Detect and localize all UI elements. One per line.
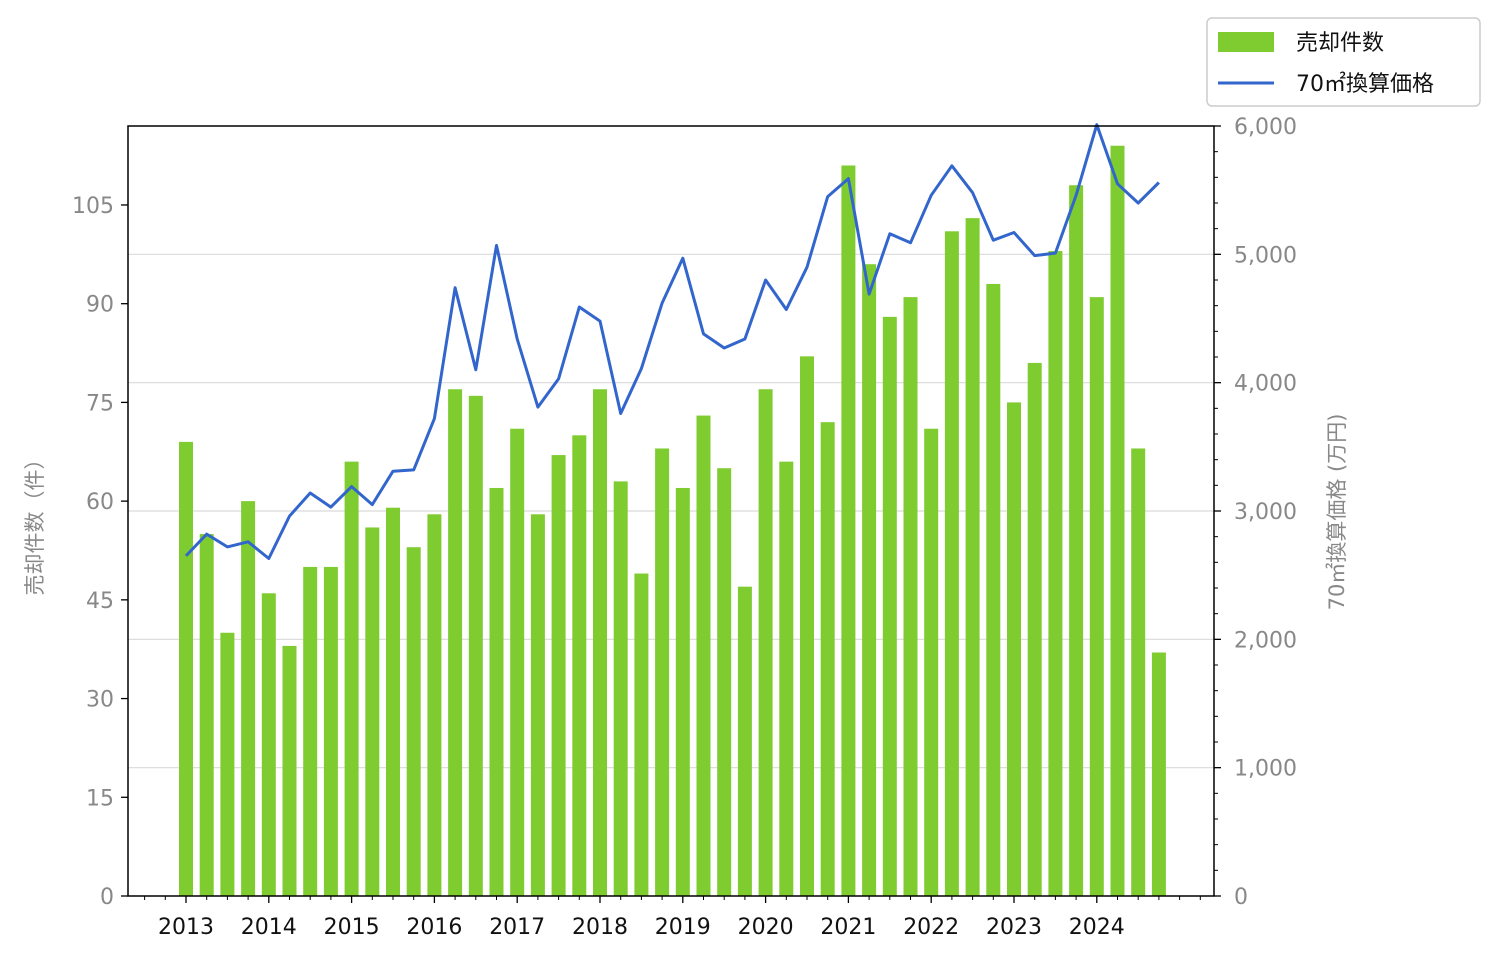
bar xyxy=(489,487,504,896)
left-tick-label: 45 xyxy=(86,589,114,614)
bar xyxy=(551,455,566,896)
bar xyxy=(1048,251,1063,897)
x-tick-label: 2020 xyxy=(738,915,794,940)
legend-line-label: 70㎡換算価格 xyxy=(1296,71,1434,97)
right-tick-label: 4,000 xyxy=(1234,372,1297,397)
right-tick-label: 0 xyxy=(1234,885,1248,910)
bar xyxy=(655,448,670,896)
bar xyxy=(448,389,463,896)
legend-bar-label: 売却件数 xyxy=(1296,31,1384,56)
legend-bar-swatch xyxy=(1218,32,1274,52)
bar xyxy=(1027,362,1042,896)
bar xyxy=(261,593,276,896)
bar xyxy=(758,389,773,896)
right-tick-label: 3,000 xyxy=(1234,500,1297,525)
right-tick-label: 6,000 xyxy=(1234,115,1297,140)
bar xyxy=(800,356,814,896)
bar xyxy=(862,264,877,896)
bar xyxy=(303,566,318,896)
bar xyxy=(944,231,959,897)
line-series-price xyxy=(184,123,1160,560)
bar xyxy=(323,566,338,896)
bar xyxy=(613,481,628,896)
bar xyxy=(220,632,235,896)
x-tick-label: 2018 xyxy=(572,915,628,940)
bar xyxy=(779,461,794,896)
bar xyxy=(841,165,856,896)
bar xyxy=(593,389,607,896)
bar-series-sales-count xyxy=(179,145,1166,897)
x-tick-label: 2015 xyxy=(324,915,380,940)
bar xyxy=(365,527,380,896)
bar xyxy=(820,422,835,896)
bar xyxy=(1007,402,1021,896)
bar xyxy=(179,441,193,896)
bar xyxy=(675,487,690,896)
bar xyxy=(986,283,1001,896)
left-tick-label: 0 xyxy=(100,885,114,910)
bar xyxy=(510,428,525,896)
left-y-axis: 0 15 30 45 60 75 90 105 xyxy=(72,194,128,910)
left-tick-label: 105 xyxy=(72,194,114,219)
legend-frame xyxy=(1206,17,1481,107)
x-tick-label: 2019 xyxy=(655,915,711,940)
bar xyxy=(572,435,587,896)
bar xyxy=(1131,448,1146,896)
bar xyxy=(717,468,732,896)
bar xyxy=(634,573,649,896)
x-tick-label: 2016 xyxy=(406,915,462,940)
left-tick-label: 30 xyxy=(86,688,114,713)
bar xyxy=(1089,297,1104,897)
bar xyxy=(530,514,545,896)
left-tick-label: 75 xyxy=(86,391,114,416)
bar xyxy=(282,645,297,896)
left-tick-label: 15 xyxy=(86,786,114,811)
price-line xyxy=(184,123,1160,560)
x-tick-label: 2017 xyxy=(489,915,545,940)
right-tick-label: 2,000 xyxy=(1234,628,1297,653)
bar xyxy=(468,395,483,896)
bar xyxy=(344,461,359,896)
bar xyxy=(737,586,752,896)
x-tick-label: 2022 xyxy=(903,915,959,940)
right-axis-title: 70㎡換算価格 (万円) xyxy=(1325,414,1349,611)
right-y-axis: 0 1,000 2,000 3,000 4,000 5,000 6,000 xyxy=(1214,115,1297,910)
x-tick-label: 2023 xyxy=(986,915,1042,940)
left-tick-label: 60 xyxy=(86,490,114,515)
bar xyxy=(1151,652,1166,896)
bar xyxy=(924,428,939,896)
bar xyxy=(406,547,421,896)
bar xyxy=(199,534,214,896)
bar xyxy=(903,297,918,897)
bar xyxy=(696,415,711,896)
bar xyxy=(1069,185,1084,896)
bar xyxy=(882,316,897,896)
x-tick-label: 2013 xyxy=(158,915,214,940)
x-tick-label: 2014 xyxy=(241,915,297,940)
bar xyxy=(241,501,256,896)
x-tick-label: 2021 xyxy=(820,915,876,940)
left-axis-title: 売却件数（件） xyxy=(23,449,47,596)
right-tick-label: 1,000 xyxy=(1234,757,1297,782)
bar xyxy=(427,514,442,896)
bar xyxy=(965,218,980,897)
x-tick-label: 2024 xyxy=(1069,915,1125,940)
legend: 売却件数 70㎡換算価格 xyxy=(1206,17,1481,107)
bar xyxy=(1110,145,1125,896)
right-tick-label: 5,000 xyxy=(1234,243,1297,268)
bar xyxy=(386,507,400,896)
x-axis: 2013 2014 2015 2016 2017 2018 2019 2020 2021 2022… xyxy=(144,896,1201,940)
left-tick-label: 90 xyxy=(86,293,114,318)
